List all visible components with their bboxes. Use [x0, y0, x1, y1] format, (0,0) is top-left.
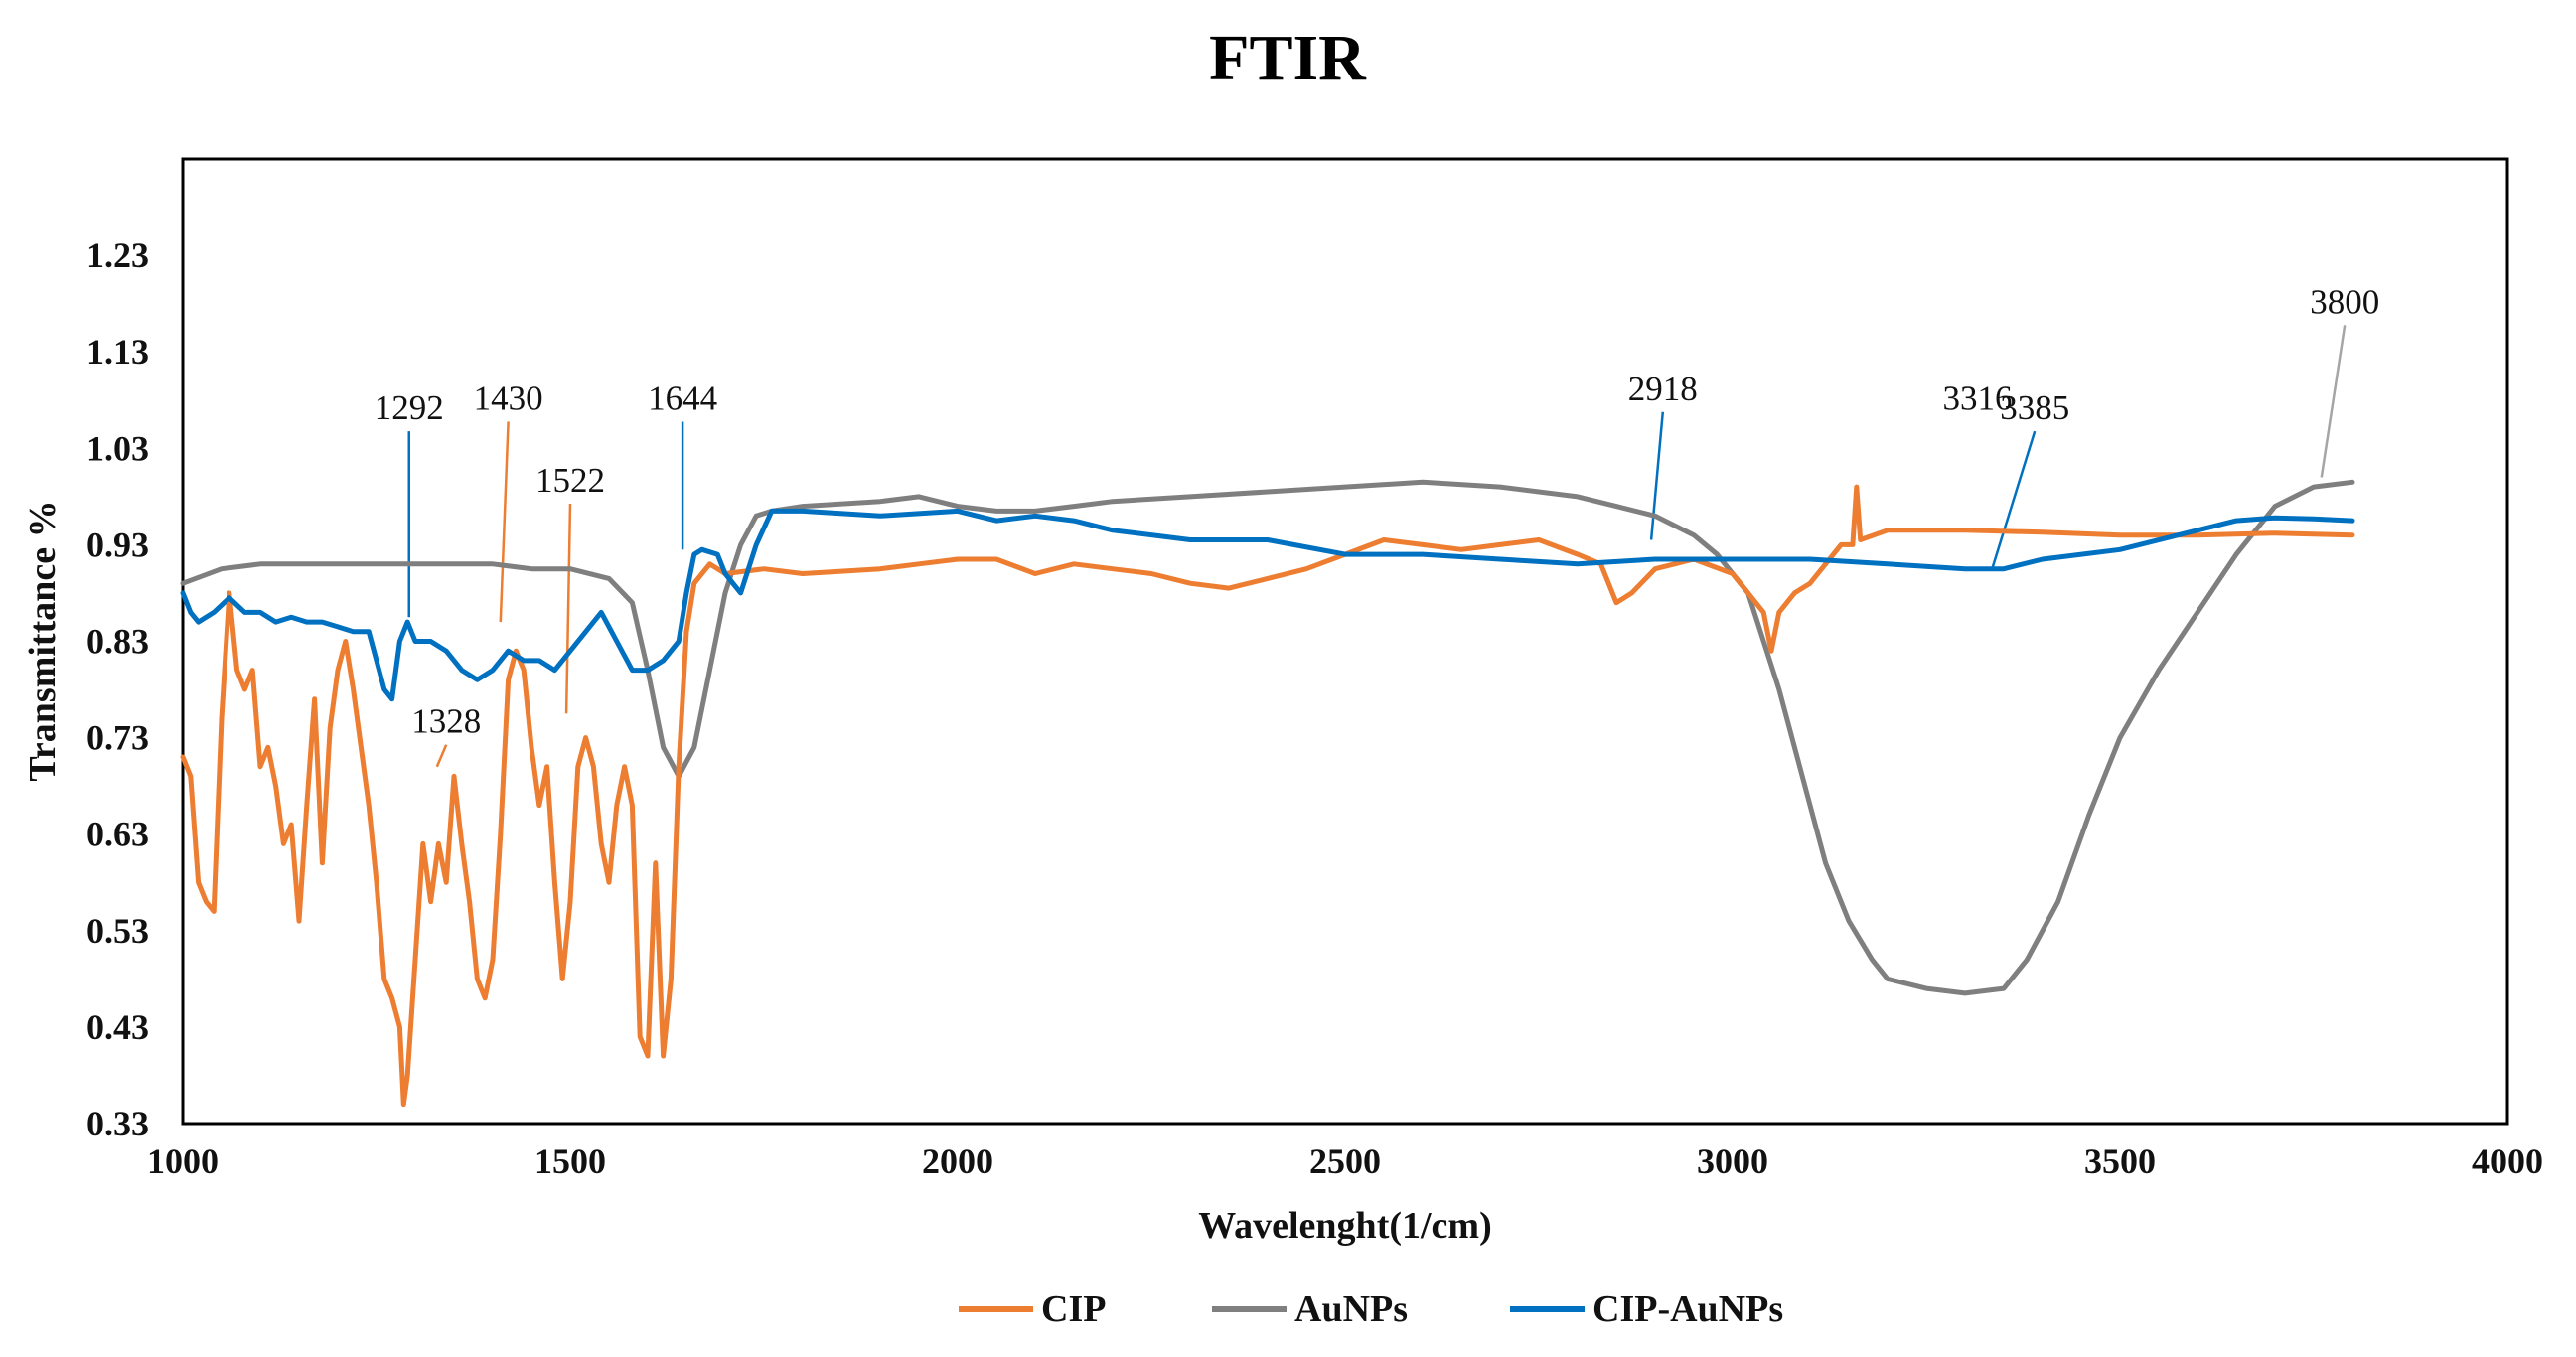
x-axis-ticks: 1000 1500 2000 2500 3000 3500 4000 [147, 1141, 2543, 1181]
y-tick-label: 0.93 [86, 525, 149, 564]
series-lines [180, 479, 2355, 1108]
series-line-aunps [180, 479, 2355, 996]
y-tick-label: 1.23 [86, 235, 149, 275]
annotation-leader-1430 [499, 421, 510, 623]
annotation-3316: 3316 [1942, 378, 2012, 417]
y-axis-label: Transmittance % [22, 500, 64, 781]
chart-legend: CIP AuNPs CIP-AuNPs [959, 1288, 1783, 1330]
y-tick-label: 0.53 [86, 911, 149, 951]
legend-label: CIP [1041, 1288, 1106, 1330]
y-tick-label: 0.43 [86, 1007, 149, 1047]
annotation-1430: 1430 [474, 378, 543, 417]
y-tick-label: 1.13 [86, 332, 149, 372]
x-axis-label: Wavelenght(1/cm) [1198, 1205, 1492, 1247]
annotation-leaders [407, 325, 2347, 768]
annotation-leader-1522 [564, 503, 572, 714]
plot-area-frame [181, 157, 2509, 1126]
annotation-leader-1328 [435, 744, 448, 768]
legend-label: AuNPs [1294, 1288, 1408, 1330]
annotation-1522: 1522 [535, 461, 605, 500]
y-tick-label: 1.03 [86, 428, 149, 468]
y-tick-label: 0.83 [86, 622, 149, 662]
annotation-2918: 2918 [1628, 370, 1698, 408]
chart-title: FTIR [1209, 22, 1367, 94]
annotation-leader-3385 [1991, 430, 2037, 570]
x-tick-label: 3000 [1697, 1141, 1768, 1181]
y-tick-label: 0.33 [86, 1104, 149, 1143]
x-tick-label: 3500 [2084, 1141, 2156, 1181]
x-tick-label: 1500 [534, 1141, 606, 1181]
annotation-3385: 3385 [2000, 388, 2069, 427]
y-tick-label: 0.63 [86, 815, 149, 854]
x-tick-label: 1000 [147, 1141, 219, 1181]
series-line-cip-aunps [180, 508, 2355, 702]
legend-label: CIP-AuNPs [1592, 1288, 1783, 1330]
y-axis-ticks: 0.33 0.43 0.53 0.63 0.73 0.83 0.93 1.03 1.13 1.23 [86, 235, 149, 1143]
annotation-3800: 3800 [2310, 282, 2379, 321]
x-tick-label: 2500 [1309, 1141, 1381, 1181]
annotation-1644: 1644 [648, 378, 717, 417]
annotation-1292: 1292 [375, 388, 444, 427]
y-tick-label: 0.73 [86, 718, 149, 758]
annotation-leader-2918 [1649, 411, 1665, 540]
x-tick-label: 2000 [922, 1141, 993, 1181]
annotation-leader-3800 [2320, 325, 2347, 478]
series-line-cip [180, 484, 2355, 1108]
annotation-1328: 1328 [411, 702, 481, 741]
x-tick-label: 4000 [2472, 1141, 2543, 1181]
